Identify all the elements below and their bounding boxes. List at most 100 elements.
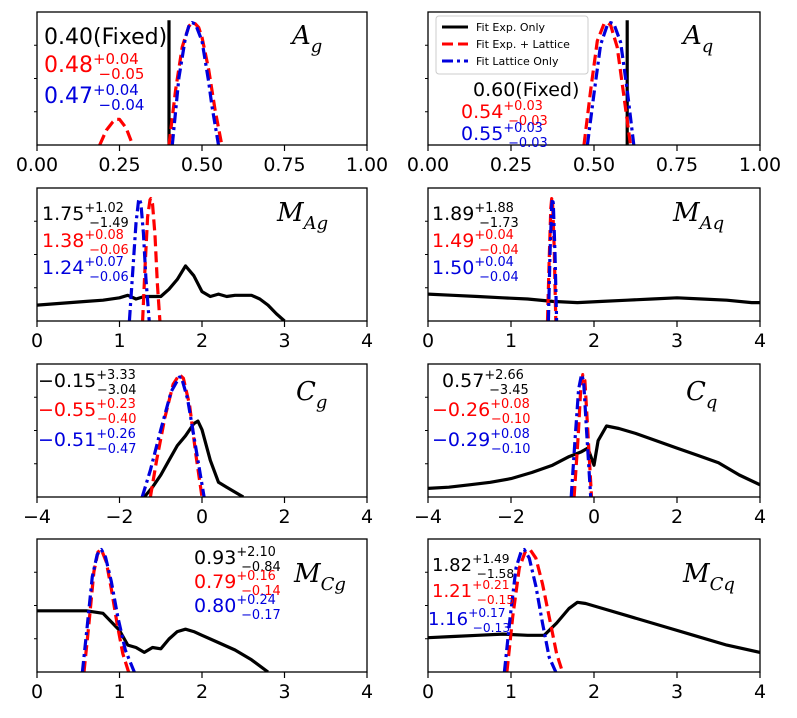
- x-tick-label: 3: [278, 330, 290, 352]
- series-line-fit-exp-only: [428, 600, 760, 654]
- annotation-value: 0.93: [194, 547, 236, 569]
- annotation-value: 0.47: [44, 84, 93, 109]
- annotation-lower-error: −3.45: [489, 383, 529, 398]
- series-group: [428, 547, 760, 672]
- panel-title-sub: q: [706, 392, 718, 413]
- fit-annotation: 0.57+2.66 −3.45: [442, 368, 529, 398]
- annotation-value: 1.49: [432, 230, 474, 252]
- fit-annotation: 0.60(Fixed): [473, 79, 579, 101]
- annotation-upper-error: +2.66: [484, 368, 524, 383]
- fit-annotation: −0.15+3.33 −3.04: [38, 368, 136, 398]
- panel-title: Cq: [686, 377, 717, 413]
- fit-annotation: 1.75+1.02 −1.49: [42, 201, 129, 231]
- x-tick-label: 0: [422, 330, 434, 352]
- annotation-value: 1.75: [42, 203, 84, 225]
- x-tick-label: 1: [113, 330, 125, 352]
- annotation-lower-error: −0.47: [97, 442, 137, 457]
- annotation-upper-error: +0.03: [503, 121, 543, 136]
- annotation-value: 1.82: [432, 555, 472, 576]
- x-tick-label: 1: [113, 681, 125, 703]
- x-tick-label: 1: [505, 330, 517, 352]
- x-tick-label: 0.75: [656, 154, 698, 176]
- fit-annotation: 1.21+0.21 −0.15: [432, 578, 514, 607]
- annotation-value: −0.29: [432, 429, 490, 451]
- annotation-upper-error: +0.04: [474, 255, 514, 270]
- x-tick-label: 2: [278, 506, 290, 528]
- series-line-fit-exp-lattice: [505, 547, 565, 672]
- annotation-value: −0.26: [432, 399, 490, 421]
- annotation-lower-error: −3.04: [97, 383, 137, 398]
- series-group: [98, 20, 224, 145]
- fit-annotation: 1.49+0.04 −0.04: [432, 228, 519, 258]
- annotation-lower-error: −0.06: [89, 243, 129, 258]
- x-tick-label: 0.50: [181, 154, 223, 176]
- fit-annotation: −0.51+0.26 −0.47: [38, 427, 136, 457]
- fit-annotation: 1.82+1.49 −1.58: [432, 552, 514, 581]
- fit-annotation: −0.29+0.08 −0.10: [432, 427, 530, 457]
- fit-annotation: −0.55+0.23 −0.40: [38, 397, 136, 427]
- x-tick-label: −4: [414, 506, 442, 528]
- legend-box: [435, 15, 589, 75]
- panel-ag: 0.00 0.25 0.50 0.75 1.00Ag0.40(Fixed)0.48+0.…: [16, 11, 388, 176]
- annotation-lower-error: −0.05: [99, 65, 145, 83]
- x-tick-label: 0.00: [16, 154, 58, 176]
- series-line-fit-exp-only: [37, 264, 286, 321]
- annotation-lower-error: −0.04: [479, 243, 519, 258]
- x-tick-label: 0.25: [98, 154, 140, 176]
- annotation-value: 1.21: [432, 581, 472, 602]
- annotation-upper-error: +0.04: [93, 50, 139, 68]
- series-line-fit-exp-lattice: [148, 373, 204, 497]
- annotation-value: 0.80: [194, 595, 236, 617]
- fit-annotation: 0.48+0.04 −0.05: [44, 50, 144, 83]
- x-tick-label: 0.75: [263, 154, 305, 176]
- annotation-upper-error: +1.88: [474, 201, 514, 216]
- fit-annotation: −0.26+0.08 −0.10: [432, 397, 530, 427]
- panel-title-main: C: [296, 377, 316, 407]
- panel-title-sub: Aq: [698, 213, 725, 234]
- x-tick-label: 3: [671, 681, 683, 703]
- fit-annotation: 0.54+0.03 −0.03: [461, 99, 548, 129]
- panel-title: Aq: [681, 21, 713, 57]
- panel-title: MAq: [672, 198, 724, 234]
- x-tick-label: 3: [278, 681, 290, 703]
- x-tick-label: 2: [196, 330, 208, 352]
- annotation-lower-error: −0.03: [508, 136, 548, 151]
- fit-annotation: 0.40(Fixed): [44, 25, 167, 50]
- fit-annotation: 1.24+0.07 −0.06: [42, 255, 129, 285]
- annotation-lower-error: −1.49: [89, 216, 129, 231]
- annotation-upper-error: +0.17: [468, 606, 506, 620]
- annotation-lower-error: −0.10: [491, 412, 531, 427]
- x-tick-label: −2: [105, 506, 133, 528]
- series-line-fit-exp-lattice: [545, 197, 558, 321]
- x-tick-label: 4: [754, 506, 766, 528]
- x-tick-label: 3: [671, 330, 683, 352]
- series-line-fit-exp-only: [143, 419, 245, 497]
- x-tick-label: 2: [588, 681, 600, 703]
- fit-annotation: 0.93+2.10 −0.84: [194, 545, 281, 575]
- legend-label: Fit Exp. Only: [476, 21, 546, 34]
- annotation-upper-error: +0.08: [84, 228, 124, 243]
- x-tick-label: −4: [23, 506, 51, 528]
- panel-title-sub: Ag: [302, 213, 329, 234]
- panel-title-main: M: [293, 559, 322, 589]
- annotation-lower-error: −1.73: [479, 216, 519, 231]
- annotation-upper-error: +0.23: [96, 397, 136, 412]
- series-line-fit-exp-lattice: [572, 373, 594, 497]
- annotation-value: 0.54: [461, 101, 503, 123]
- annotation-value: 0.48: [44, 53, 93, 78]
- annotation-lower-error: −0.04: [479, 270, 519, 285]
- fit-annotation: 0.80+0.24 −0.17: [194, 593, 281, 623]
- panel-title-sub: g: [316, 392, 328, 413]
- panel-title-main: C: [686, 377, 706, 407]
- panel-title-sub: Cq: [710, 574, 735, 595]
- annotation-value: 1.16: [428, 609, 468, 630]
- annotation-lower-error: −0.14: [241, 584, 281, 599]
- series-line-fit-lattice-only: [569, 373, 593, 497]
- series-group: [582, 20, 636, 145]
- panel-title-main: A: [681, 21, 702, 51]
- legend-label: Fit Lattice Only: [476, 55, 559, 68]
- x-tick-label: 0: [31, 330, 43, 352]
- annotation-upper-error: +0.03: [503, 99, 543, 114]
- annotation-value: −0.51: [38, 429, 96, 451]
